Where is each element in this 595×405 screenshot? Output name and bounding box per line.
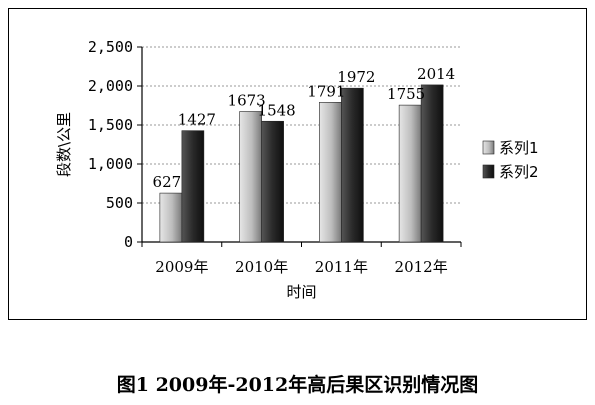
data-label: 1755 (387, 85, 425, 103)
bars (159, 84, 444, 243)
data-label: 1673 (228, 92, 266, 110)
bar-系列2-2010年 (261, 120, 284, 243)
data-label: 1972 (337, 68, 375, 86)
y-tick-label: 1,500 (88, 116, 133, 134)
y-tick-label: 500 (106, 194, 133, 212)
bar-系列2-2012年 (420, 84, 444, 243)
axes: 0 500 1,000 1,500 2,000 2,500 2009年 2010年 2011年 2… (55, 38, 462, 301)
legend-entry: 系列1 (499, 139, 539, 157)
bar-系列2-2009年 (181, 130, 205, 243)
legend-swatch (482, 140, 495, 155)
x-axis-title: 时间 (286, 283, 316, 301)
x-tick-label: 2010年 (235, 258, 288, 276)
x-tick-label: 2011年 (315, 258, 368, 276)
legend-swatch (482, 164, 495, 179)
bar-系列2-2011年 (341, 87, 364, 243)
chart-frame: 0 500 1,000 1,500 2,000 2,500 2009年 2010年 2011年 2… (8, 8, 587, 320)
x-tick-label: 2009年 (155, 258, 208, 276)
y-tick-label: 1,000 (88, 155, 133, 173)
y-tick-label: 0 (124, 233, 133, 251)
legend-entry: 系列2 (499, 163, 539, 181)
figure-caption: 图1 2009年-2012年高后果区识别情况图 (116, 374, 479, 396)
bar-系列1-2010年 (239, 111, 262, 243)
data-label: 1791 (307, 82, 345, 100)
y-tick-label: 2,000 (88, 77, 133, 95)
bar-系列1-2009年 (159, 192, 183, 243)
y-axis-title: 段数\公里 (55, 112, 73, 177)
bar-系列1-2011年 (319, 102, 342, 243)
y-tick-label: 2,500 (88, 38, 133, 56)
x-tick-label: 2012年 (395, 258, 448, 276)
data-label: 1548 (258, 101, 296, 119)
data-label: 1427 (178, 111, 216, 129)
data-label: 2014 (417, 65, 455, 83)
data-label: 627 (153, 173, 182, 191)
bar-chart: 0 500 1,000 1,500 2,000 2,500 2009年 2010年 2011年 2… (55, 38, 539, 301)
bar-系列1-2012年 (398, 104, 422, 243)
